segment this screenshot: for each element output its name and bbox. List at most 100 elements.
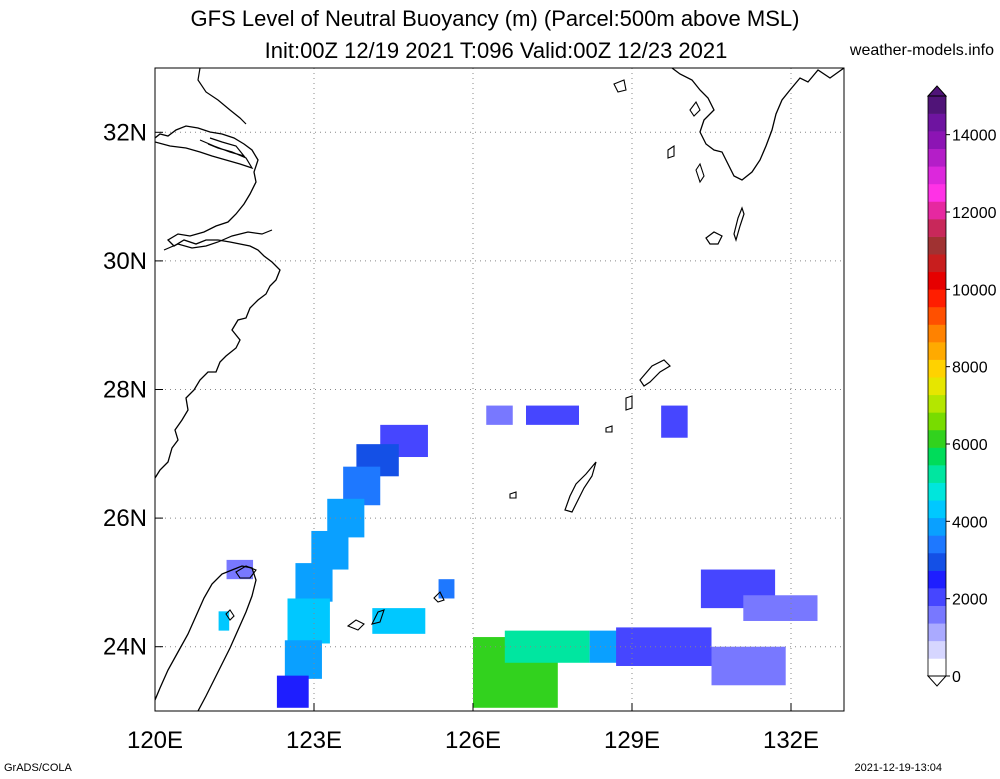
colorbar-label-2: 4000 [952, 514, 988, 531]
field-cell-16 [743, 595, 818, 621]
tick-label-lon-123: 123E [286, 727, 342, 754]
title-line-1: GFS Level of Neutral Buoyancy (m) (Parce… [190, 6, 800, 31]
coastline-layer [155, 68, 844, 711]
tick-label-lat-32: 32N [103, 119, 147, 146]
island-koshiki [695, 162, 705, 184]
field-cell-14 [711, 646, 786, 686]
field-layer [218, 405, 818, 708]
colorbar-segment-25 [928, 219, 946, 237]
field-cell-11 [504, 630, 590, 663]
field-cell-21 [218, 611, 230, 631]
tick-label-lon-120: 120E [127, 727, 183, 754]
colorbar-segment-19 [928, 324, 946, 343]
footer-left: GrADS/COLA [4, 762, 72, 774]
tick-label-lon-126: 126E [445, 727, 501, 754]
island-yakushima [705, 231, 723, 245]
colorbar-segment-31 [928, 113, 946, 132]
colorbar-label-5: 10000 [952, 282, 997, 299]
colorbar-segment-32 [928, 96, 946, 114]
colorbar-frame [927, 95, 947, 677]
colorbar-segment-18 [928, 342, 946, 360]
colorbar-segment-22 [928, 271, 946, 290]
tick-label-lat-30: 30N [103, 248, 147, 275]
field-cell-22 [438, 579, 455, 599]
island-tarama [433, 591, 445, 603]
colorbar-segment-17 [928, 359, 946, 378]
colorbar-segment-5 [928, 570, 946, 589]
colorbar-segment-11 [928, 465, 946, 483]
colorbar-high-arrow [926, 85, 948, 97]
island-tanegashima [733, 206, 745, 243]
colorbar-segment-4 [928, 588, 946, 606]
colorbar-label-3: 6000 [952, 437, 988, 454]
field-cell-9 [372, 608, 426, 634]
coastline-kyushu [671, 68, 844, 181]
coastline-hangzhou [163, 229, 273, 251]
title-line-2: Init:00Z 12/19 2021 T:096 Valid:00Z 12/2… [264, 38, 728, 63]
coastline-china [155, 125, 281, 479]
colorbar-segment-29 [928, 148, 946, 167]
tick-label-lat-28: 28N [103, 377, 147, 404]
colorbar-segment-20 [928, 306, 946, 325]
colorbar-label-4: 8000 [952, 360, 988, 377]
watermark-text: weather-models.info [849, 42, 994, 59]
field-cell-6 [287, 598, 330, 644]
colorbar-segment-1 [928, 640, 946, 659]
colorbar-segment-12 [928, 447, 946, 466]
colorbar-segment-0 [928, 658, 946, 677]
field-cell-7 [284, 640, 322, 679]
colorbar-segment-3 [928, 605, 946, 624]
colorbar: 0 2000 4000 6000 8000 10000 12000 14000 [926, 85, 997, 687]
coastline-taiwan [155, 565, 257, 711]
colorbar-low-arrow [926, 675, 948, 687]
colorbar-segment-14 [928, 412, 946, 431]
colorbar-segment-9 [928, 500, 946, 519]
tick-label-lat-24: 24N [103, 634, 147, 661]
island-okinawa [564, 461, 597, 513]
colorbar-segment-28 [928, 166, 946, 185]
island-okinoerabu [605, 425, 613, 433]
colorbar-segment-27 [928, 183, 946, 202]
colorbar-segment-15 [928, 394, 946, 413]
grid-layer [154, 68, 844, 711]
tick-label-lat-26: 26N [103, 505, 147, 532]
island-amami [639, 359, 671, 387]
colorbar-segment-16 [928, 377, 946, 396]
field-cell-8 [276, 675, 309, 708]
colorbar-label-7: 14000 [952, 128, 997, 145]
colorbar-segment-21 [928, 289, 946, 308]
island-tokuno [625, 395, 633, 411]
field-cell-5 [295, 563, 333, 602]
tick-label-lon-129: 129E [604, 727, 660, 754]
coastline-yangtze [155, 137, 254, 170]
colorbar-segment-23 [928, 254, 946, 273]
tick-label-lon-132: 132E [763, 727, 819, 754]
colorbar-segment-13 [928, 429, 946, 448]
colorbar-segment-24 [928, 236, 946, 255]
colorbar-segment-6 [928, 552, 946, 571]
colorbar-label-0: 0 [952, 669, 961, 686]
island-goto [667, 100, 701, 159]
coastline-north [197, 68, 247, 125]
island-miyako [346, 619, 365, 631]
colorbar-segment-8 [928, 517, 946, 536]
colorbar-segment-2 [928, 623, 946, 642]
colorbar-segment-7 [928, 535, 946, 554]
colorbar-segment-10 [928, 482, 946, 501]
island-jeju-south [613, 79, 627, 93]
island-taiwan-small [225, 609, 235, 621]
colorbar-segment-26 [928, 201, 946, 220]
island-kume [509, 491, 517, 499]
colorbar-label-6: 12000 [952, 205, 997, 222]
colorbar-label-1: 2000 [952, 592, 988, 609]
field-cell-17 [526, 405, 579, 425]
field-cell-18 [486, 405, 513, 425]
field-cell-19 [661, 405, 688, 438]
island-yonaguni [235, 565, 257, 579]
footer-right: 2021-12-19-13:04 [854, 762, 942, 774]
colorbar-segment-30 [928, 131, 946, 150]
island-ishigaki [370, 609, 385, 625]
axis-labels: 120E 123E 126E 129E 132E 24N 26N 28N 30N 32N [103, 119, 819, 754]
